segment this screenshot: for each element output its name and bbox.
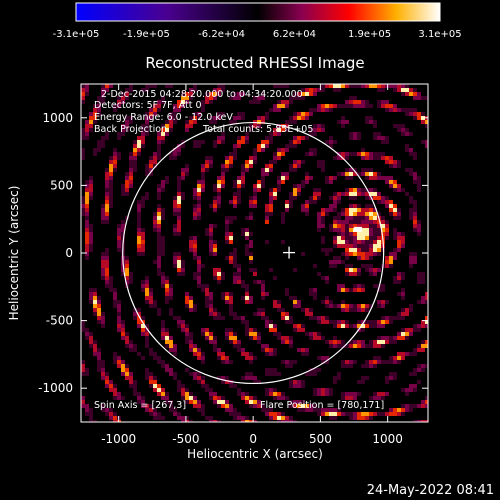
y-axis-label: Heliocentric Y (arcsec) [7, 186, 21, 321]
y-tick-label: 0 [65, 246, 73, 260]
colorbar-ticks: -3.1e+05 -1.9e+05 -6.2e+04 6.2e+04 1.9e+05 3.… [53, 29, 462, 40]
colorbar-tick-label: -1.9e+05 [123, 29, 170, 40]
y-axis-ticks: -1000 -500 0 500 1000 [38, 111, 428, 395]
solar-disk-limb [122, 121, 385, 385]
x-tick-label: 500 [309, 432, 332, 446]
annotation-time-range: 2-Dec-2015 04:28:20.000 to 04:34:20.000 [101, 89, 303, 100]
annotation-method: Back Projection [94, 124, 167, 135]
annotation-energy: Energy Range: 6.0 - 12.0 keV [94, 112, 233, 123]
annotation-flare-position: Flare Position = [780,171] [260, 400, 384, 411]
y-tick-label: -1000 [38, 381, 73, 395]
x-tick-label: -1000 [101, 432, 136, 446]
colorbar [76, 3, 440, 21]
heatmap-image [81, 84, 428, 422]
colorbar-tick-label: 1.9e+05 [348, 29, 391, 40]
x-tick-label: 1000 [372, 432, 403, 446]
colorbar-tick-label: 6.2e+04 [273, 29, 316, 40]
chart-title: Reconstructed RHESSI Image [145, 54, 364, 72]
colorbar-frame [75, 2, 441, 22]
colorbar-tick-label: -6.2e+04 [198, 29, 245, 40]
x-tick-label: 0 [249, 432, 257, 446]
y-tick-label: 1000 [42, 111, 73, 125]
colorbar-tick-label: -3.1e+05 [53, 29, 100, 40]
x-axis-label: Heliocentric X (arcsec) [187, 447, 323, 461]
y-tick-label: 500 [50, 178, 73, 192]
annotation-detectors: Detectors: 5F 7F, Att 0 [94, 100, 202, 111]
annotation-counts: Total counts: 5.85E+05 [202, 124, 313, 135]
y-tick-label: -500 [46, 314, 73, 328]
footer-timestamp: 24-May-2022 08:41 [367, 483, 494, 498]
spin-axis-marker [283, 246, 296, 259]
x-axis-ticks: -1000 -500 0 500 1000 [101, 84, 403, 446]
annotation-spin-axis: Spin Axis = [267,3] [94, 400, 186, 411]
colorbar-tick-label: 3.1e+05 [418, 29, 461, 40]
x-tick-label: -500 [172, 432, 199, 446]
